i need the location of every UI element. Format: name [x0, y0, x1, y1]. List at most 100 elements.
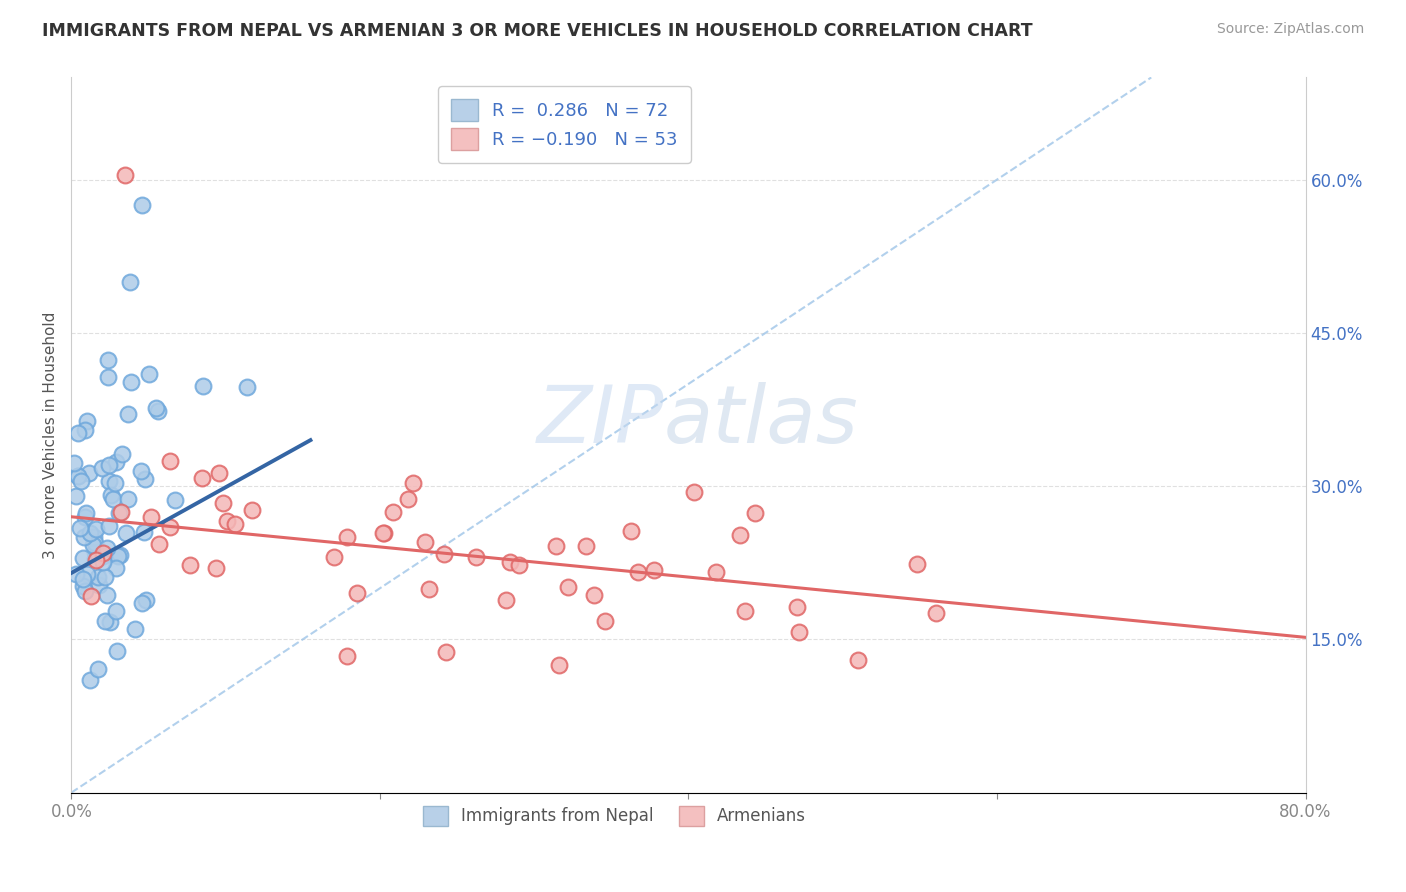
Point: [683, 485, 706, 500]
Point: [193, 379, 215, 393]
Point: [83, 552, 105, 566]
Point: [117, 407, 139, 421]
Point: [105, 644, 128, 658]
Point: [79, 673, 101, 688]
Point: [135, 593, 157, 607]
Point: [73, 423, 96, 437]
Point: [215, 514, 238, 528]
Point: [79, 466, 101, 480]
Point: [83, 535, 105, 549]
Point: [371, 526, 394, 541]
Point: [72, 530, 94, 544]
Point: [728, 527, 751, 541]
Point: [87, 662, 110, 676]
Point: [544, 539, 567, 553]
Point: [105, 561, 128, 575]
Point: [434, 645, 457, 659]
Y-axis label: 3 or more Vehicles in Household: 3 or more Vehicles in Household: [44, 311, 58, 558]
Point: [72, 572, 94, 586]
Point: [84, 552, 107, 566]
Point: [346, 586, 368, 600]
Point: [145, 401, 167, 415]
Point: [111, 447, 134, 461]
Point: [87, 570, 110, 584]
Point: [75, 583, 97, 598]
Point: [105, 455, 128, 469]
Point: [131, 596, 153, 610]
Point: [925, 607, 948, 621]
Point: [159, 454, 181, 468]
Point: [508, 558, 530, 572]
Point: [744, 507, 766, 521]
Point: [76, 566, 98, 581]
Point: [191, 471, 214, 485]
Point: [91, 549, 114, 563]
Point: [336, 649, 359, 664]
Point: [72, 579, 94, 593]
Point: [98, 519, 121, 533]
Point: [132, 524, 155, 539]
Point: [626, 566, 648, 580]
Point: [96, 588, 118, 602]
Point: [67, 425, 90, 440]
Point: [163, 493, 186, 508]
Point: [373, 525, 395, 540]
Point: [129, 464, 152, 478]
Point: [583, 588, 606, 602]
Point: [67, 469, 90, 483]
Point: [148, 537, 170, 551]
Point: [108, 506, 131, 520]
Point: [75, 506, 97, 520]
Point: [212, 496, 235, 510]
Point: [97, 475, 120, 489]
Point: [236, 379, 259, 393]
Point: [224, 516, 246, 531]
Point: [619, 524, 641, 538]
Point: [101, 492, 124, 507]
Point: [96, 541, 118, 555]
Point: [83, 530, 105, 544]
Point: [138, 368, 160, 382]
Point: [465, 550, 488, 565]
Point: [91, 546, 114, 560]
Point: [415, 535, 437, 549]
Point: [110, 505, 132, 519]
Point: [643, 563, 665, 577]
Point: [117, 491, 139, 506]
Point: [75, 510, 97, 524]
Point: [499, 555, 522, 569]
Point: [134, 473, 156, 487]
Point: [786, 599, 808, 614]
Point: [131, 198, 153, 212]
Point: [115, 525, 138, 540]
Point: [734, 604, 756, 618]
Point: [98, 615, 121, 629]
Point: [240, 502, 263, 516]
Point: [575, 539, 598, 553]
Text: IMMIGRANTS FROM NEPAL VS ARMENIAN 3 OR MORE VEHICLES IN HOUSEHOLD CORRELATION CH: IMMIGRANTS FROM NEPAL VS ARMENIAN 3 OR M…: [42, 22, 1033, 40]
Point: [82, 538, 104, 552]
Point: [97, 353, 120, 368]
Point: [100, 488, 122, 502]
Point: [98, 458, 121, 472]
Point: [84, 522, 107, 536]
Point: [905, 558, 928, 572]
Point: [114, 168, 136, 182]
Point: [70, 474, 93, 488]
Point: [139, 510, 162, 524]
Point: [382, 505, 405, 519]
Point: [118, 275, 141, 289]
Point: [91, 460, 114, 475]
Point: [179, 558, 201, 572]
Point: [124, 622, 146, 636]
Point: [67, 468, 90, 483]
Point: [595, 614, 617, 628]
Text: Source: ZipAtlas.com: Source: ZipAtlas.com: [1216, 22, 1364, 37]
Point: [495, 593, 517, 607]
Legend: Immigrants from Nepal, Armenians: Immigrants from Nepal, Armenians: [415, 797, 814, 834]
Point: [63, 456, 86, 470]
Point: [547, 657, 569, 672]
Point: [91, 555, 114, 569]
Text: ZIP: ZIP: [536, 382, 664, 459]
Point: [433, 547, 456, 561]
